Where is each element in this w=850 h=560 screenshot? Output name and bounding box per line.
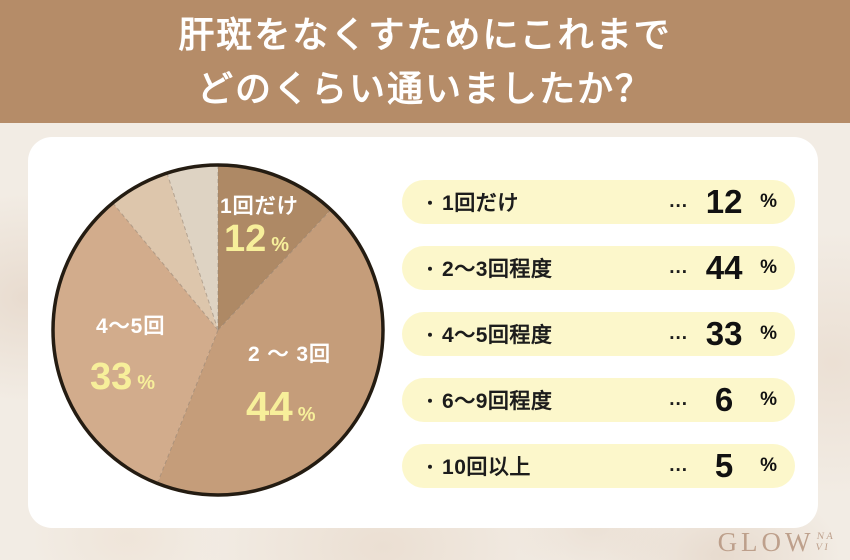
legend-item-6to9: ・ 6〜9回程度 ... 6 %: [402, 378, 795, 422]
page-title-line2: どのくらい通いましたか？: [196, 67, 653, 109]
pie-slice-10plus: [167, 165, 218, 330]
pie-slice-4to5: [53, 202, 218, 484]
legend-unit: %: [760, 191, 777, 212]
pie-slice-6to9: [112, 173, 218, 330]
logo-sub-text: NA VI: [814, 531, 836, 553]
pie-outline-circle: [51, 163, 385, 497]
logo-text: GLOW: [717, 527, 815, 557]
pie-value-1time: 12%: [224, 218, 290, 260]
legend-label: 4〜5回程度: [442, 324, 553, 347]
pie-slice-1time: [218, 165, 331, 330]
legend-label: 2〜3回程度: [442, 258, 553, 281]
header-banner: 肝斑をなくすためにこれまで どのくらい通いましたか？: [0, 0, 850, 123]
legend-label: 6〜9回程度: [442, 390, 553, 413]
leader-dots: ...: [669, 257, 689, 278]
legend-value: 33: [705, 315, 743, 352]
legend-item-4to5: ・ 4〜5回程度 ... 33 %: [402, 312, 795, 356]
legend-value: 5: [714, 447, 734, 484]
legend-unit: %: [760, 257, 777, 278]
glow-logo: GLOW NA VI: [717, 527, 836, 558]
legend-label: 10回以上: [442, 456, 531, 479]
legend-value: 6: [714, 381, 734, 418]
legend-unit: %: [760, 389, 777, 410]
bullet-icon: ・: [422, 328, 439, 345]
textured-background: 1回だけ 12% 2 〜 3回 44% 4〜5回 33%: [0, 123, 850, 560]
pie-label-4to5: 4〜5回: [96, 315, 166, 338]
bullet-icon: ・: [422, 196, 439, 213]
bullet-icon: ・: [422, 262, 439, 279]
page-title-line1: 肝斑をなくすためにこれまで: [178, 14, 672, 56]
leader-dots: ...: [669, 455, 689, 476]
pie-value-4to5: 33%: [90, 356, 156, 398]
legend-unit: %: [760, 455, 777, 476]
pie-value-2to3: 44%: [246, 383, 316, 430]
chart-card: 1回だけ 12% 2 〜 3回 44% 4〜5回 33%: [28, 137, 818, 528]
legend: ・ 1回だけ ... 12 % ・ 2〜3回程度 ... 44 % ・: [402, 180, 795, 488]
legend-value: 12: [705, 183, 743, 220]
legend-item-10plus: ・ 10回以上 ... 5 %: [402, 444, 795, 488]
bullet-icon: ・: [422, 394, 439, 411]
pie-chart-svg: [51, 163, 385, 497]
legend-value: 44: [705, 249, 743, 286]
pie-chart: 1回だけ 12% 2 〜 3回 44% 4〜5回 33%: [48, 160, 388, 500]
leader-dots: ...: [669, 323, 689, 344]
legend-item-1time: ・ 1回だけ ... 12 %: [402, 180, 795, 224]
bullet-icon: ・: [422, 460, 439, 477]
legend-item-2to3: ・ 2〜3回程度 ... 44 %: [402, 246, 795, 290]
leader-dots: ...: [669, 389, 689, 410]
legend-label: 1回だけ: [442, 192, 519, 215]
leader-dots: ...: [669, 191, 689, 212]
pie-slice-2to3: [157, 209, 383, 495]
pie-label-2to3: 2 〜 3回: [248, 343, 332, 366]
legend-unit: %: [760, 323, 777, 344]
pie-label-1time: 1回だけ: [220, 195, 299, 218]
